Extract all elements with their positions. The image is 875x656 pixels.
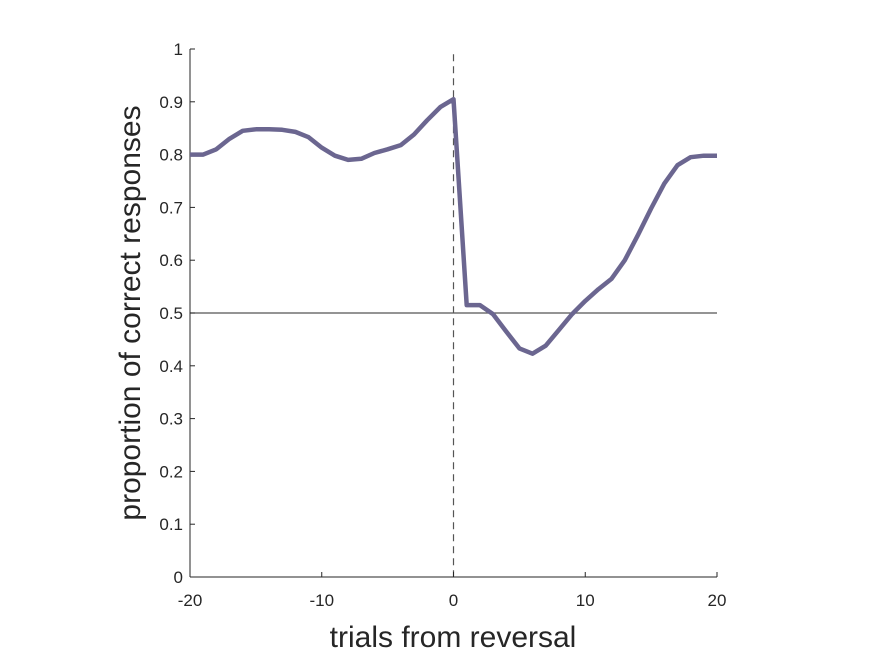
y-tick-label: 0 (174, 568, 183, 587)
y-tick-label: 0.1 (159, 515, 183, 534)
y-tick-label: 0.7 (159, 198, 183, 217)
x-tick-label: -20 (178, 591, 203, 610)
x-tick-label: 0 (449, 591, 458, 610)
y-tick-label: 0.6 (159, 251, 183, 270)
x-tick-label: -10 (309, 591, 334, 610)
y-tick-label: 0.9 (159, 93, 183, 112)
x-tick-label: 20 (708, 591, 727, 610)
y-tick-label: 0.5 (159, 304, 183, 323)
y-tick-label: 0.8 (159, 146, 183, 165)
y-axis-label: proportion of correct responses (114, 105, 147, 520)
x-axis-label: trials from reversal (330, 621, 577, 654)
y-tick-label: 1 (174, 40, 183, 59)
y-tick-label: 0.4 (159, 357, 183, 376)
series-line (190, 96, 717, 356)
y-tick-label: 0.3 (159, 410, 183, 429)
y-tick-label: 0.2 (159, 462, 183, 481)
x-tick-label: 10 (576, 591, 595, 610)
